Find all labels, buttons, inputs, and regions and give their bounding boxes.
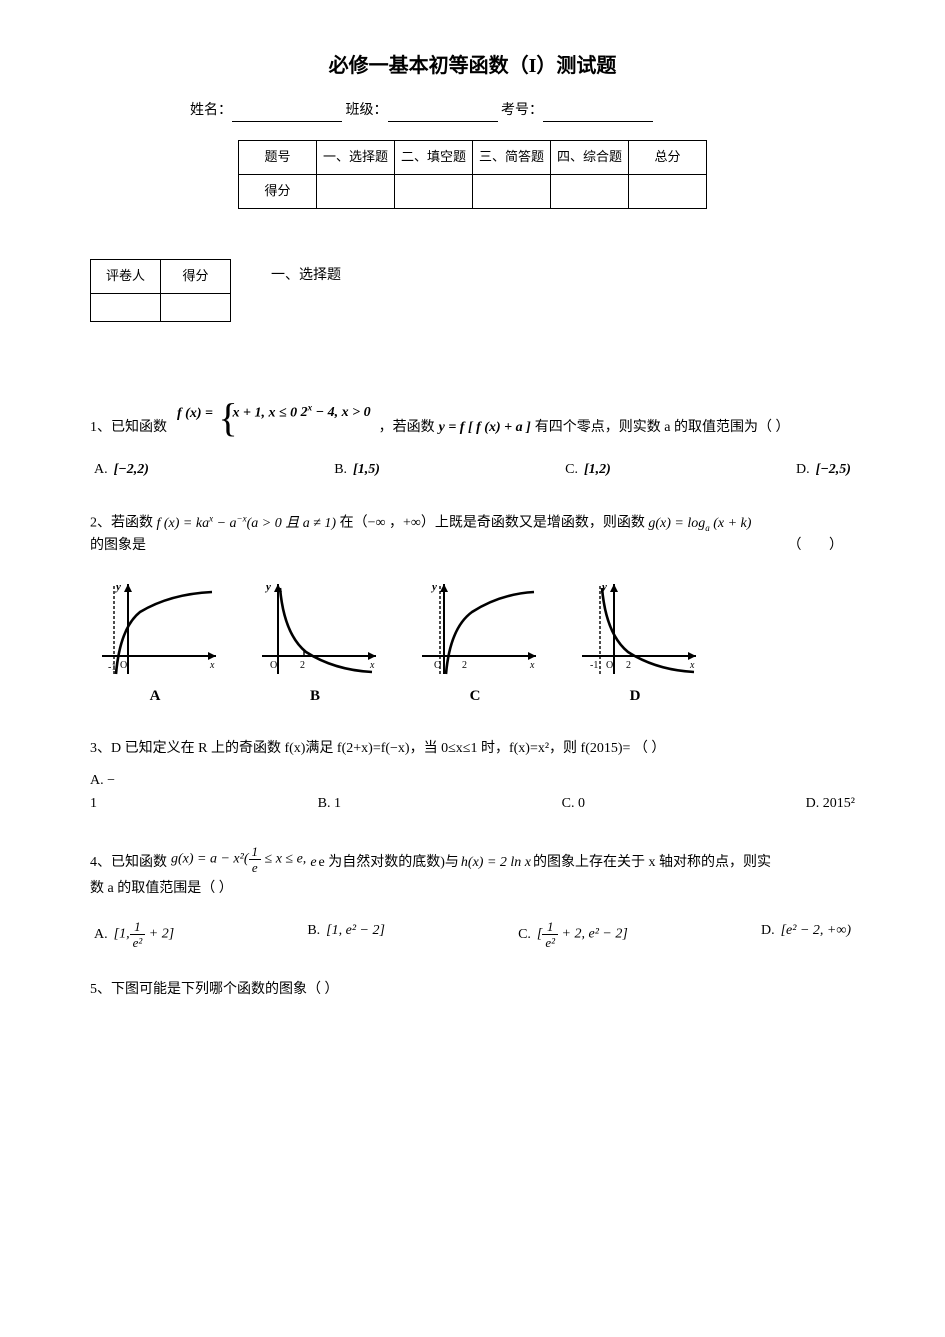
svg-text:x: x <box>529 660 535 671</box>
q2-graph-d[interactable]: -1 O 2 x y D <box>570 578 700 708</box>
q4-mid1: e 为自然对数的底数)与 <box>319 852 459 874</box>
q3-opt-a[interactable]: 1 <box>90 793 97 815</box>
svg-text:x: x <box>209 660 215 671</box>
question-5: 5、下图可能是下列哪个函数的图象（ ） <box>90 979 855 1001</box>
score-header-cell: 总分 <box>629 141 707 175</box>
q1-opt-b[interactable]: B.[1,5) <box>334 459 380 481</box>
grader-score-header: 得分 <box>161 259 231 293</box>
score-header-cell: 题号 <box>239 141 317 175</box>
score-cell[interactable] <box>629 175 707 209</box>
svg-text:x: x <box>369 660 375 671</box>
q1-mid: ，若函数 <box>379 417 435 439</box>
q4-opt-a[interactable]: A. [1,1e² + 2] <box>94 920 174 949</box>
svg-text:2: 2 <box>300 660 305 671</box>
score-cell[interactable] <box>551 175 629 209</box>
q4-opt-d[interactable]: D.[e² − 2, +∞) <box>761 920 851 949</box>
question-4: 4、已知函数 g(x) = a − x²(1e ≤ x ≤ e, ee 为自然对… <box>90 845 855 949</box>
svg-text:-1: -1 <box>108 662 116 673</box>
q1-prefix: 1、已知函数 <box>90 417 167 439</box>
question-2: 2、若函数 f (x) = kax − a−x(a > 0 且 a ≠ 1) 在… <box>90 511 855 707</box>
svg-text:y: y <box>600 581 607 593</box>
q5-text: 5、下图可能是下列哪个函数的图象（ ） <box>90 979 855 1001</box>
q4-mid2: 的图象上存在关于 x 轴对称的点，则实 <box>533 852 771 874</box>
score-cell[interactable] <box>317 175 395 209</box>
q1-opt-d[interactable]: D.[−2,5) <box>796 459 851 481</box>
svg-text:x: x <box>689 660 695 671</box>
svg-text:2: 2 <box>462 660 467 671</box>
q2-gx: g(x) = loga (x + k) <box>648 516 751 531</box>
q1-opt-c[interactable]: C.[1,2) <box>565 459 611 481</box>
score-cell[interactable] <box>395 175 473 209</box>
grader-header: 评卷人 <box>91 259 161 293</box>
q2-tail: 的图象是 <box>90 538 146 553</box>
svg-text:O: O <box>270 660 277 671</box>
q4-gx: g(x) = a − x²(1e ≤ x ≤ e, <box>171 845 306 874</box>
q1-tail: 有四个零点，则实数 a 的取值范围为（ ） <box>535 417 790 439</box>
name-blank[interactable] <box>232 106 342 122</box>
section-1-label: 一、选择题 <box>271 259 341 287</box>
question-3: 3、D 已知定义在 R 上的奇函数 f(x)满足 f(2+x)=f(−x)，当 … <box>90 738 855 815</box>
q4-prefix: 4、已知函数 <box>90 852 167 874</box>
q1-options: A.[−2,2) B.[1,5) C.[1,2) D.[−2,5) <box>90 459 855 481</box>
q3-opt-c[interactable]: C. 0 <box>562 793 585 815</box>
svg-text:-1: -1 <box>590 660 598 671</box>
no-blank[interactable] <box>543 106 653 122</box>
class-blank[interactable] <box>388 106 498 122</box>
page-title: 必修一基本初等函数（I）测试题 <box>90 50 855 82</box>
score-cell[interactable] <box>473 175 551 209</box>
q2-graph-row: -1 O x y A 2 O x y B <box>90 578 855 708</box>
q4-line2: 数 a 的取值范围是（ ） <box>90 878 855 900</box>
q1-fx: f (x) = x + 1, x ≤ 0 2x − 4, x > 0 <box>177 402 373 425</box>
q4-opt-b[interactable]: B.[1, e² − 2] <box>307 920 385 949</box>
class-label: 班级： <box>346 103 388 118</box>
svg-text:O: O <box>606 660 613 671</box>
grader-table: 评卷人 得分 <box>90 259 231 322</box>
q3-text: 3、D 已知定义在 R 上的奇函数 f(x)满足 f(2+x)=f(−x)，当 … <box>90 738 855 760</box>
score-header-cell: 三、简答题 <box>473 141 551 175</box>
q1-y-eq: y = f [ f (x) + a ] <box>439 417 531 439</box>
q2-prefix: 2、若函数 <box>90 516 153 531</box>
svg-text:y: y <box>430 581 437 593</box>
score-header-cell: 一、选择题 <box>317 141 395 175</box>
svg-text:2: 2 <box>626 660 631 671</box>
q4-options: A. [1,1e² + 2] B.[1, e² − 2] C. [1e² + 2… <box>90 920 855 949</box>
score-header-cell: 四、综合题 <box>551 141 629 175</box>
svg-text:y: y <box>264 581 271 593</box>
question-1: 1、已知函数 f (x) = x + 1, x ≤ 0 2x − 4, x > … <box>90 402 855 482</box>
q4-opt-c[interactable]: C. [1e² + 2, e² − 2] <box>518 920 628 949</box>
no-label: 考号： <box>501 103 543 118</box>
q4-hx: h(x) = 2 ln x <box>461 852 531 874</box>
q3-opt-b[interactable]: B. 1 <box>318 793 341 815</box>
svg-text:y: y <box>114 581 121 593</box>
score-table: 题号 一、选择题 二、填空题 三、简答题 四、综合题 总分 得分 <box>238 140 707 209</box>
student-info-line: 姓名： 班级： 考号： <box>90 100 855 122</box>
q3-opt-d[interactable]: D. 2015² <box>806 793 855 815</box>
q1-opt-a[interactable]: A.[−2,2) <box>94 459 149 481</box>
q2-graph-a[interactable]: -1 O x y A <box>90 578 220 708</box>
grader-cell[interactable] <box>91 293 161 321</box>
q3-opt-a-pre: A. − <box>90 770 855 792</box>
name-label: 姓名： <box>190 103 232 118</box>
q2-paren: （ ） <box>788 535 856 557</box>
score-row-label: 得分 <box>239 175 317 209</box>
score-header-cell: 二、填空题 <box>395 141 473 175</box>
q2-fx: f (x) = kax − a−x(a > 0 且 a ≠ 1) <box>157 516 340 531</box>
q2-graph-b[interactable]: 2 O x y B <box>250 578 380 708</box>
q2-graph-c[interactable]: 2 O x y C <box>410 578 540 708</box>
q2-mid: 在（−∞ ，+∞）上既是奇函数又是增函数，则函数 <box>340 516 645 531</box>
svg-text:O: O <box>120 660 127 671</box>
grader-score-cell[interactable] <box>161 293 231 321</box>
svg-text:O: O <box>434 660 441 671</box>
